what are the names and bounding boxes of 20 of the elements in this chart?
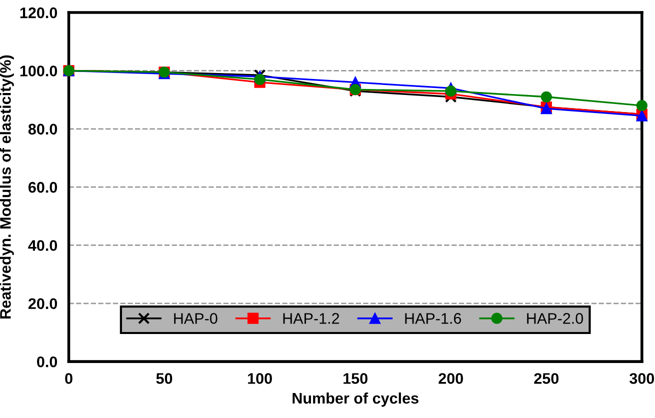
x-tick-label: 50 [156,373,172,384]
y-tick-label: 80.0 [28,124,58,135]
x-tick-label: 200 [438,373,463,384]
x-tick-label: 300 [630,373,654,384]
x-tick-label: 100 [248,373,272,384]
legend-label: HAP-2.0 [527,313,584,324]
legend-label: HAP-1.6 [405,313,462,324]
y-tick-label: 100.0 [20,66,58,76]
legend-label: HAP-0 [174,313,218,324]
x-tick-label: 0 [65,373,72,384]
x-axis-title: Number of cycles [292,392,418,407]
y-tick-label: 40.0 [28,240,58,251]
y-tick-label: 0.0 [37,356,58,368]
y-tick-label: 60.0 [28,182,58,193]
legend-label: HAP-1.2 [283,313,340,324]
y-tick-label: 20.0 [28,298,58,310]
x-tick-label: 150 [344,373,368,384]
y-tick-label: 120.0 [20,7,58,18]
x-tick-label: 250 [534,373,558,384]
y-axis-title: Reativedyn. Modulus of elasticity(%) [0,55,14,318]
